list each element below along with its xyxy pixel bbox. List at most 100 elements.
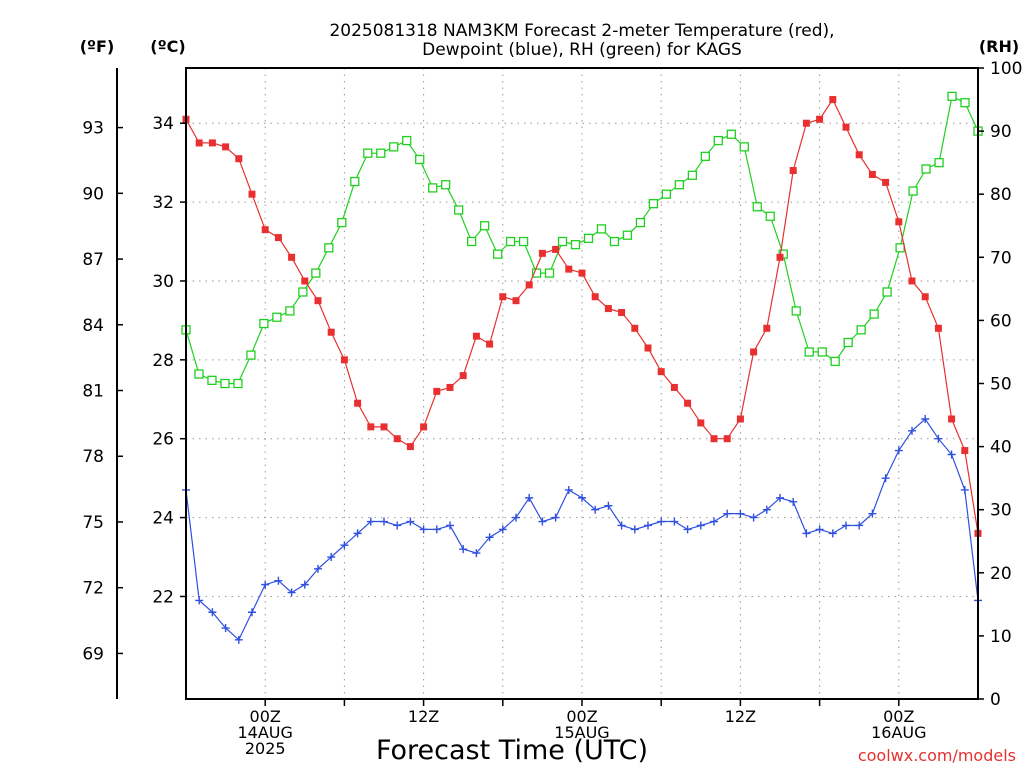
series-layer: [181, 91, 983, 644]
dewpoint-point: [617, 521, 626, 530]
rh-point: [466, 236, 477, 247]
rh-point: [908, 186, 918, 196]
chart-subtitle: Dewpoint (blue), RH (green) for KAGS: [422, 40, 742, 60]
temperature-point: [499, 293, 507, 301]
temperature-point: [248, 190, 256, 198]
x-tick-label: 00Z: [883, 707, 914, 726]
dewpoint-point: [327, 553, 336, 562]
rh-point: [389, 142, 399, 152]
rh-point: [376, 148, 386, 158]
rh-tick-label: 0: [990, 690, 1001, 710]
temperature-point: [670, 383, 678, 391]
temperature-point: [472, 332, 480, 340]
dewpoint-point: [380, 517, 388, 526]
temperature-point: [591, 293, 599, 301]
temperature-point: [288, 253, 296, 261]
rh-point: [220, 378, 230, 389]
rh-series: [181, 91, 983, 389]
dewpoint-point: [314, 564, 322, 573]
celsius-tick-label: 30: [152, 272, 174, 292]
rh-point: [713, 135, 723, 146]
rh-point: [207, 375, 217, 385]
temperature-point: [314, 297, 322, 305]
fahrenheit-tick-label: 81: [82, 382, 104, 402]
rh-point: [298, 287, 308, 297]
dewpoint-point: [934, 434, 943, 443]
dewpoint-point: [221, 624, 230, 633]
dewpoint-point: [366, 517, 375, 526]
celsius-tick-label: 24: [152, 509, 174, 529]
rh-point: [441, 180, 451, 190]
rh-point: [311, 268, 321, 278]
temperature-point: [512, 297, 520, 305]
temperature-point: [406, 443, 414, 451]
dewpoint-point: [472, 549, 481, 558]
rh-point: [791, 306, 801, 316]
rh-point: [324, 243, 334, 253]
dewpoint-series: [182, 414, 982, 644]
rh-point: [402, 135, 412, 146]
temperature-point: [552, 245, 560, 253]
rh-point: [583, 233, 594, 244]
temperature-point: [697, 419, 705, 427]
fahrenheit-tick-label: 84: [82, 316, 104, 336]
dewpoint-point: [710, 517, 718, 526]
dewpoint-point: [525, 493, 534, 502]
temperature-point: [393, 435, 401, 443]
temperature-point: [261, 226, 269, 234]
temperature-point: [235, 155, 243, 163]
rh-line: [185, 95, 979, 385]
dewpoint-point: [300, 580, 309, 589]
rh-tick-label: 50: [990, 375, 1012, 395]
temperature-point: [274, 234, 282, 242]
dewpoint-point: [234, 635, 243, 644]
rh-point: [830, 356, 840, 367]
celsius-tick-label: 28: [152, 351, 174, 371]
dewpoint-point: [498, 525, 507, 534]
dewpoint-point: [723, 509, 732, 518]
rh-point: [531, 268, 542, 278]
dewpoint-point: [644, 521, 652, 530]
dewpoint-point: [947, 450, 956, 459]
rh-point: [700, 151, 710, 161]
temperature-point: [816, 115, 824, 123]
temperature-point: [684, 399, 692, 407]
rh-point: [739, 142, 749, 152]
dewpoint-point: [578, 493, 586, 502]
temperature-point: [222, 143, 230, 151]
x-tick-label: 12Z: [408, 707, 439, 726]
rh-point: [570, 240, 581, 250]
grid-layer: [186, 68, 978, 699]
temperature-point: [446, 383, 454, 391]
dewpoint-point: [485, 533, 494, 542]
rh-point: [544, 268, 555, 278]
dewpoint-point: [749, 513, 758, 522]
rh-unit-label: (RH): [979, 37, 1019, 56]
temperature-point: [789, 167, 797, 175]
dewpoint-point: [894, 446, 903, 455]
rh-point: [648, 199, 659, 209]
rh-point: [454, 205, 464, 215]
dewpoint-point: [776, 493, 784, 502]
x-tick-label: 00Z: [566, 707, 597, 726]
temperature-point: [961, 447, 969, 455]
dewpoint-point: [459, 545, 468, 554]
dewpoint-point: [604, 501, 613, 510]
fahrenheit-tick-label: 69: [82, 644, 104, 664]
rh-point: [661, 189, 672, 199]
rh-point: [895, 243, 905, 253]
temperature-point: [855, 151, 863, 159]
temperature-point: [644, 344, 652, 352]
dewpoint-point: [855, 521, 864, 530]
temperature-point: [420, 423, 428, 431]
fahrenheit-unit-label: (ºF): [80, 37, 115, 56]
credit-label: coolwx.com/models: [858, 746, 1016, 765]
temperature-point: [934, 324, 942, 332]
dewpoint-point: [208, 608, 217, 617]
temperature-point: [340, 356, 348, 364]
axis-layer: 22 24 26 28 30 32 34 69 72 75 78 81 84 87 90 93 0 10 20 30 4…: [82, 59, 1022, 758]
rh-tick-label: 70: [990, 248, 1012, 268]
dewpoint-point: [340, 541, 349, 550]
temperature-point: [433, 387, 441, 395]
